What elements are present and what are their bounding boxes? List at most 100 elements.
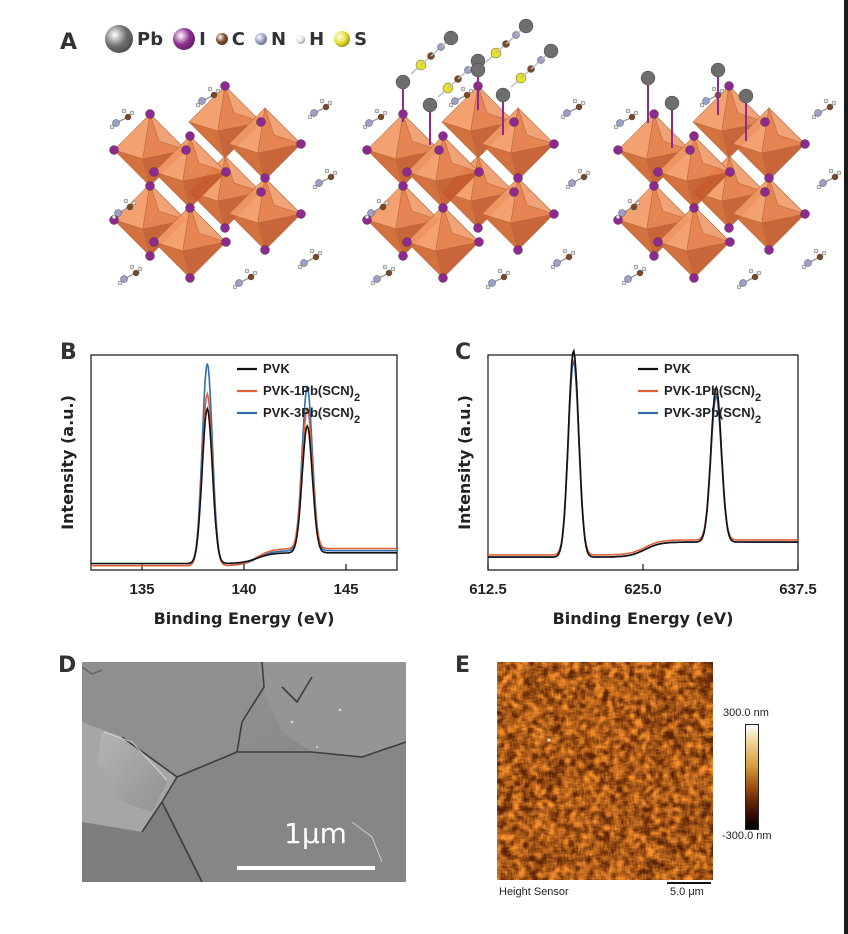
methylammonium-n-atom — [310, 109, 318, 117]
panel-label-b: B — [60, 340, 77, 365]
methylammonium-h-atom — [327, 100, 333, 106]
iodine-atom — [800, 209, 810, 219]
methylammonium-c-atom — [630, 203, 638, 211]
methylammonium-c-atom — [247, 273, 255, 281]
methylammonium-h-atom — [232, 284, 238, 290]
iodine-atom — [109, 145, 119, 155]
methylammonium-c-atom — [580, 173, 588, 181]
pb-atom — [495, 87, 511, 103]
iodine-atom — [724, 81, 734, 91]
iodine-atom — [181, 145, 191, 155]
afm-max-label: 300.0 nm — [723, 707, 769, 719]
methylammonium-h-atom — [811, 114, 817, 120]
methylammonium-h-atom — [633, 110, 639, 116]
methylammonium-h-atom — [123, 198, 129, 204]
x-tick-label: 145 — [333, 581, 358, 598]
methylammonium-h-atom — [384, 200, 390, 206]
legend-atom-label: I — [199, 28, 206, 50]
methylammonium-h-atom — [382, 264, 388, 270]
methylammonium-h-atom — [195, 102, 201, 108]
methylammonium-h-atom — [699, 102, 705, 108]
iodine-atom — [256, 117, 266, 127]
methylammonium-h-atom — [497, 268, 503, 274]
atom-legend: Pb I C N H S — [105, 22, 373, 56]
methylammonium-h-atom — [370, 280, 376, 286]
iodine-atom — [653, 167, 663, 177]
methylammonium-h-atom — [307, 114, 313, 120]
methylammonium-h-atom — [801, 264, 807, 270]
methylammonium-n-atom — [568, 179, 576, 187]
series-line-pvk — [91, 406, 397, 565]
pb-atom — [470, 62, 486, 78]
methylammonium-c-atom — [751, 273, 759, 281]
iodine-atom — [689, 131, 699, 141]
methylammonium-h-atom — [137, 266, 143, 272]
methylammonium-h-atom — [319, 98, 325, 104]
methylammonium-c-atom — [126, 203, 134, 211]
legend-atom-n — [255, 33, 267, 45]
iodine-atom — [260, 245, 270, 255]
afm-channel-label: Height Sensor — [499, 886, 569, 898]
methylammonium-h-atom — [831, 100, 837, 106]
methylammonium-h-atom — [309, 248, 315, 254]
afm-scale-label: 5.0 μm — [670, 886, 704, 898]
iodine-atom — [724, 223, 734, 233]
iodine-atom — [434, 145, 444, 155]
methylammonium-h-atom — [111, 214, 117, 220]
methylammonium-c-atom — [636, 269, 644, 277]
methylammonium-h-atom — [613, 124, 619, 130]
legend-label-pvk: PVK — [263, 361, 290, 376]
methylammonium-c-atom — [500, 273, 508, 281]
methylammonium-h-atom — [117, 280, 123, 286]
iodine-atom — [149, 167, 159, 177]
pbi6-octahedron — [657, 205, 731, 280]
legend-atom-c — [215, 33, 228, 45]
iodine-atom — [149, 237, 159, 247]
pb-atom — [518, 18, 534, 34]
iodine-atom — [725, 167, 735, 177]
methylammonium-h-atom — [560, 114, 566, 120]
methylammonium-h-atom — [207, 86, 213, 92]
iodine-atom — [185, 131, 195, 141]
methylammonium-n-atom — [616, 119, 624, 127]
iodine-atom — [402, 237, 412, 247]
iodine-atom — [145, 251, 155, 261]
x-tick-label: 612.5 — [469, 581, 507, 598]
methylammonium-h-atom — [317, 250, 323, 256]
iodine-atom — [760, 117, 770, 127]
afm-image — [497, 662, 713, 880]
x-axis-title: Binding Energy (eV) — [154, 609, 335, 628]
pb-atom — [738, 88, 754, 104]
methylammonium-n-atom — [618, 209, 626, 217]
methylammonium-h-atom — [823, 98, 829, 104]
methylammonium-n-atom — [300, 259, 308, 267]
afm-colorbar — [745, 724, 759, 830]
legend-label-pvk: PVK — [664, 361, 691, 376]
methylammonium-h-atom — [621, 280, 627, 286]
xps-chart-i3d: 612.5 625.0 637.5 Binding Energy (eV) Intens… — [455, 348, 817, 628]
methylammonium-n-atom — [367, 209, 375, 217]
methylammonium-h-atom — [252, 270, 258, 276]
methylammonium-n-atom — [553, 259, 561, 267]
methylammonium-c-atom — [826, 103, 834, 111]
methylammonium-n-atom — [814, 109, 822, 117]
series-line-pvk1 — [488, 350, 798, 556]
sem-grains — [82, 662, 406, 882]
pbi6-octahedron — [153, 205, 227, 280]
methylammonium-c-atom — [132, 269, 140, 277]
methylammonium-h-atom — [364, 214, 370, 220]
iodine-atom — [473, 223, 483, 233]
methylammonium-n-atom — [235, 279, 243, 287]
methylammonium-c-atom — [575, 103, 583, 111]
iodine-atom — [725, 237, 735, 247]
methylammonium-n-atom — [365, 119, 373, 127]
methylammonium-h-atom — [736, 284, 742, 290]
methylammonium-h-atom — [828, 168, 834, 174]
pbi6-octahedron — [228, 177, 302, 252]
iodine-atom — [685, 145, 695, 155]
iodine-atom — [185, 203, 195, 213]
xps-chart-pb4f: 135 140 145 Binding Energy (eV) Intensity (a… — [58, 354, 398, 628]
methylammonium-h-atom — [129, 110, 135, 116]
pbi6-octahedron — [657, 135, 731, 210]
methylammonium-n-atom — [451, 97, 459, 105]
